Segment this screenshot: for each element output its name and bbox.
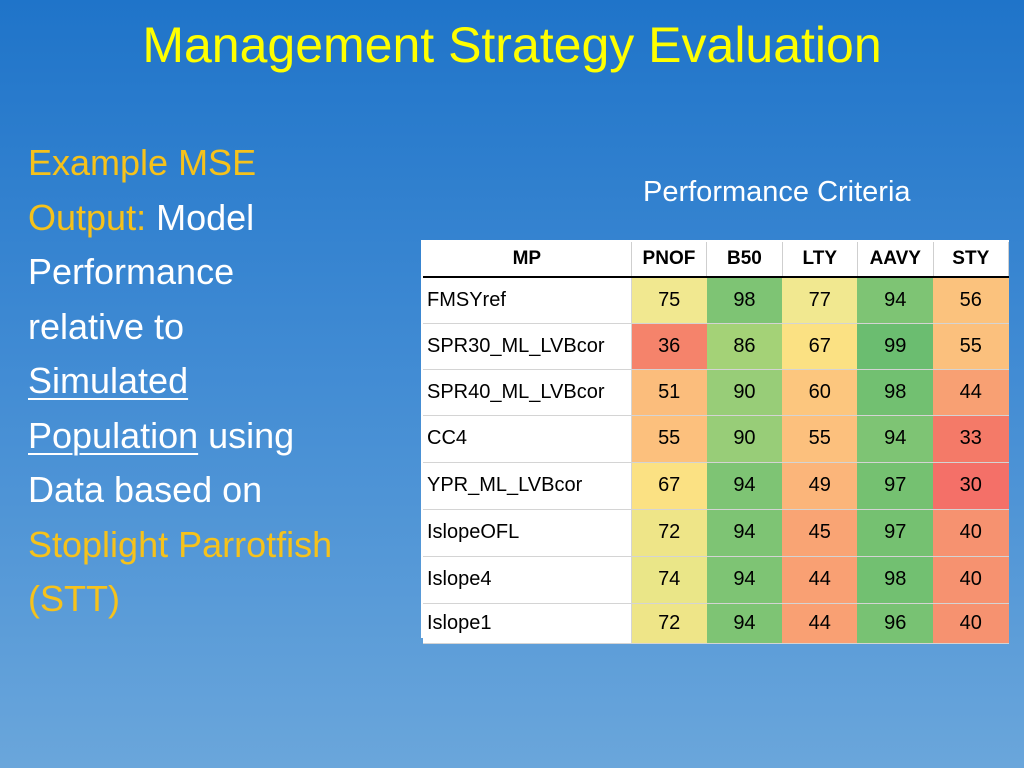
score-cell: 44 (782, 603, 858, 644)
score-cell: 98 (706, 277, 783, 324)
slide-title: Management Strategy Evaluation (142, 17, 882, 73)
table-row: Islope1 72 94 44 96 40 (423, 603, 1009, 644)
score-cell: 74 (631, 556, 707, 604)
mp-name-cell: SPR40_ML_LVBcor (423, 369, 632, 416)
score-cell: 60 (782, 369, 858, 416)
table-row: YPR_ML_LVBcor 67 94 49 97 30 (423, 462, 1009, 510)
score-cell: 40 (933, 509, 1009, 557)
table-row: IslopeOFL 72 94 45 97 40 (423, 509, 1009, 557)
table-row: Islope4 74 94 44 98 40 (423, 556, 1009, 604)
table-row: FMSYref 75 98 77 94 56 (423, 277, 1009, 324)
performance-criteria-label: Performance Criteria (643, 176, 911, 208)
mp-name-cell: YPR_ML_LVBcor (423, 462, 632, 510)
desc-relative-to: relative to (28, 305, 185, 347)
score-cell: 99 (857, 323, 934, 370)
score-cell: 94 (857, 277, 934, 324)
performance-table-container: MP PNOF B50 LTY AAVY STY FMSYref 75 98 77 94… (421, 240, 1010, 644)
score-cell: 94 (857, 415, 934, 463)
score-cell: 45 (782, 509, 858, 557)
desc-example-mse: Example MSE (28, 142, 257, 183)
desc-stt: (STT) (28, 578, 120, 619)
score-cell: 72 (631, 603, 707, 644)
header-b50: B50 (706, 242, 783, 278)
score-cell: 86 (706, 323, 783, 370)
score-cell: 33 (933, 415, 1009, 463)
desc-population: Population (28, 414, 199, 456)
score-cell: 44 (933, 369, 1009, 416)
header-aavy: AAVY (857, 242, 934, 278)
header-sty: STY (933, 242, 1010, 278)
score-cell: 55 (782, 415, 858, 463)
mp-name-cell: CC4 (423, 415, 632, 463)
desc-species: Stoplight Parrotfish (28, 523, 333, 565)
score-cell: 94 (706, 462, 783, 510)
desc-data-based-on: Data based on (28, 469, 263, 510)
description-text: Example MSE Output: Model Performance re… (28, 136, 408, 627)
score-cell: 90 (706, 415, 783, 463)
score-cell: 36 (631, 323, 707, 370)
table-row: SPR30_ML_LVBcor 36 86 67 99 55 (423, 323, 1009, 370)
header-mp: MP (423, 242, 632, 278)
mp-name-cell: Islope1 (423, 603, 632, 644)
header-lty: LTY (782, 242, 858, 278)
desc-output: Output: (28, 196, 147, 238)
score-cell: 55 (933, 323, 1009, 370)
score-cell: 67 (631, 462, 707, 510)
score-cell: 75 (631, 277, 707, 324)
desc-simulated: Simulated (28, 360, 189, 401)
score-cell: 49 (782, 462, 858, 510)
mp-name-cell: SPR30_ML_LVBcor (423, 323, 632, 370)
score-cell: 77 (782, 277, 858, 324)
score-cell: 98 (857, 556, 934, 604)
desc-using: using (198, 414, 295, 456)
mp-name-cell: IslopeOFL (423, 509, 632, 557)
score-cell: 51 (631, 369, 707, 416)
table-row: CC4 55 90 55 94 33 (423, 415, 1009, 463)
score-cell: 72 (631, 509, 707, 557)
score-cell: 96 (857, 603, 934, 644)
desc-performance: Performance (28, 251, 235, 292)
table-row: SPR40_ML_LVBcor 51 90 60 98 44 (423, 369, 1009, 416)
score-cell: 56 (933, 277, 1009, 324)
score-cell: 94 (706, 603, 783, 644)
score-cell: 90 (706, 369, 783, 416)
score-cell: 40 (933, 556, 1009, 604)
table-body: FMSYref 75 98 77 94 56 SPR30_ML_LVBcor 36 86 67 99… (423, 277, 1009, 644)
performance-table: MP PNOF B50 LTY AAVY STY FMSYref 75 98 77 94… (423, 242, 1010, 644)
desc-model: Model (146, 196, 255, 238)
score-cell: 44 (782, 556, 858, 604)
score-cell: 40 (933, 603, 1009, 644)
score-cell: 55 (631, 415, 707, 463)
score-cell: 94 (706, 509, 783, 557)
score-cell: 97 (857, 462, 934, 510)
mp-name-cell: Islope4 (423, 556, 632, 604)
table-header-row: MP PNOF B50 LTY AAVY STY (423, 242, 1010, 278)
score-cell: 67 (782, 323, 858, 370)
mp-name-cell: FMSYref (423, 277, 632, 324)
score-cell: 30 (933, 462, 1009, 510)
score-cell: 98 (857, 369, 934, 416)
header-pnof: PNOF (631, 242, 708, 278)
score-cell: 97 (857, 509, 934, 557)
score-cell: 94 (706, 556, 783, 604)
